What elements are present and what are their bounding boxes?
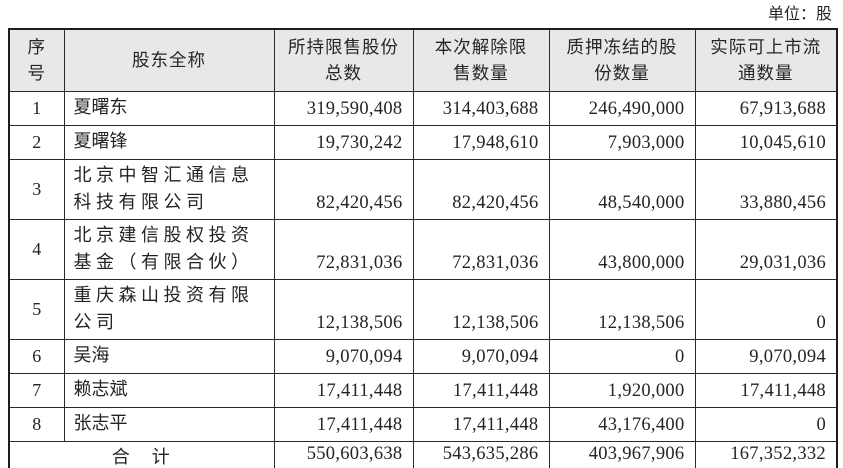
cell-shareholder-name: 赖志斌 xyxy=(63,372,275,408)
cell-serial-number: 2 xyxy=(8,124,65,160)
cell-serial-number: 6 xyxy=(8,338,65,374)
cell-serial-number: 7 xyxy=(8,372,65,408)
cell-shares-tradable: 29,031,036 xyxy=(694,218,838,280)
cell-shareholder-name: 重庆森山投资有限 公司 xyxy=(63,278,275,340)
cell-serial-number: 5 xyxy=(8,278,65,340)
table-row: 4 北京建信股权投资 基金（有限合伙） 72,831,036 72,831,03… xyxy=(8,218,838,280)
cell-shareholder-name: 吴海 xyxy=(63,338,275,374)
restricted-shares-table: 序 号 股东全称 所持限售股份 总数 本次解除限 售数量 质押冻结的股 份数量 … xyxy=(8,28,838,468)
cell-shareholder-name: 夏曙东 xyxy=(63,90,275,126)
cell-shares-tradable: 67,913,688 xyxy=(694,90,838,126)
total-row: 合 计 550,603,638 543,635,286 403,967,906 … xyxy=(8,440,838,468)
cell-shares-tradable: 17,411,448 xyxy=(694,372,838,408)
cell-shares-released: 12,138,506 xyxy=(412,278,550,340)
cell-total-label: 合 计 xyxy=(8,440,275,468)
cell-total-pledged: 403,967,906 xyxy=(548,440,696,468)
cell-shares-pledged: 43,176,400 xyxy=(548,406,696,442)
cell-shares-held: 17,411,448 xyxy=(273,406,414,442)
cell-serial-number: 3 xyxy=(8,158,65,220)
cell-shares-pledged: 1,920,000 xyxy=(548,372,696,408)
cell-shares-held: 319,590,408 xyxy=(273,90,414,126)
table-row: 8 张志平 17,411,448 17,411,448 43,176,400 0 xyxy=(8,406,838,442)
header-restricted-shares-held: 所持限售股份 总数 xyxy=(273,28,414,92)
cell-shares-pledged: 43,800,000 xyxy=(548,218,696,280)
cell-shares-held: 17,411,448 xyxy=(273,372,414,408)
cell-shares-tradable: 9,070,094 xyxy=(694,338,838,374)
cell-shares-pledged: 0 xyxy=(548,338,696,374)
cell-serial-number: 1 xyxy=(8,90,65,126)
cell-shares-pledged: 48,540,000 xyxy=(548,158,696,220)
cell-shares-held: 12,138,506 xyxy=(273,278,414,340)
table-row: 1 夏曙东 319,590,408 314,403,688 246,490,00… xyxy=(8,90,838,126)
header-released-this-time: 本次解除限 售数量 xyxy=(412,28,550,92)
cell-shares-tradable: 33,880,456 xyxy=(694,158,838,220)
cell-shares-tradable: 0 xyxy=(694,278,838,340)
cell-shares-held: 9,070,094 xyxy=(273,338,414,374)
cell-shares-released: 17,411,448 xyxy=(412,406,550,442)
table-row: 6 吴海 9,070,094 9,070,094 0 9,070,094 xyxy=(8,338,838,374)
cell-shares-pledged: 7,903,000 xyxy=(548,124,696,160)
cell-total-released: 543,635,286 xyxy=(412,440,550,468)
table-row: 2 夏曙锋 19,730,242 17,948,610 7,903,000 10… xyxy=(8,124,838,160)
table-row: 5 重庆森山投资有限 公司 12,138,506 12,138,506 12,1… xyxy=(8,278,838,340)
cell-shares-released: 314,403,688 xyxy=(412,90,550,126)
cell-shares-held: 72,831,036 xyxy=(273,218,414,280)
cell-shareholder-name: 张志平 xyxy=(63,406,275,442)
table-row: 7 赖志斌 17,411,448 17,411,448 1,920,000 17… xyxy=(8,372,838,408)
cell-shareholder-name: 北京建信股权投资 基金（有限合伙） xyxy=(63,218,275,280)
cell-shareholder-name: 北京中智汇通信息 科技有限公司 xyxy=(63,158,275,220)
table-row: 3 北京中智汇通信息 科技有限公司 82,420,456 82,420,456 … xyxy=(8,158,838,220)
cell-shares-released: 82,420,456 xyxy=(412,158,550,220)
cell-serial-number: 8 xyxy=(8,406,65,442)
cell-shares-released: 17,948,610 xyxy=(412,124,550,160)
cell-shares-pledged: 246,490,000 xyxy=(548,90,696,126)
cell-shareholder-name: 夏曙锋 xyxy=(63,124,275,160)
unit-label: 单位：股 xyxy=(767,6,832,23)
cell-shares-released: 17,411,448 xyxy=(412,372,550,408)
cell-shares-released: 9,070,094 xyxy=(412,338,550,374)
cell-total-held: 550,603,638 xyxy=(273,440,414,468)
cell-shares-pledged: 12,138,506 xyxy=(548,278,696,340)
cell-shares-held: 19,730,242 xyxy=(273,124,414,160)
cell-total-tradable: 167,352,332 xyxy=(694,440,838,468)
cell-shares-released: 72,831,036 xyxy=(412,218,550,280)
cell-shares-tradable: 10,045,610 xyxy=(694,124,838,160)
header-pledged-frozen-shares: 质押冻结的股 份数量 xyxy=(548,28,696,92)
table-header: 序 号 股东全称 所持限售股份 总数 本次解除限 售数量 质押冻结的股 份数量 … xyxy=(8,28,838,92)
header-shareholder-name: 股东全称 xyxy=(63,28,275,92)
header-serial-number: 序 号 xyxy=(8,28,65,92)
cell-serial-number: 4 xyxy=(8,218,65,280)
header-actual-tradable: 实际可上市流 通数量 xyxy=(694,28,838,92)
cell-shares-held: 82,420,456 xyxy=(273,158,414,220)
cell-shares-tradable: 0 xyxy=(694,406,838,442)
